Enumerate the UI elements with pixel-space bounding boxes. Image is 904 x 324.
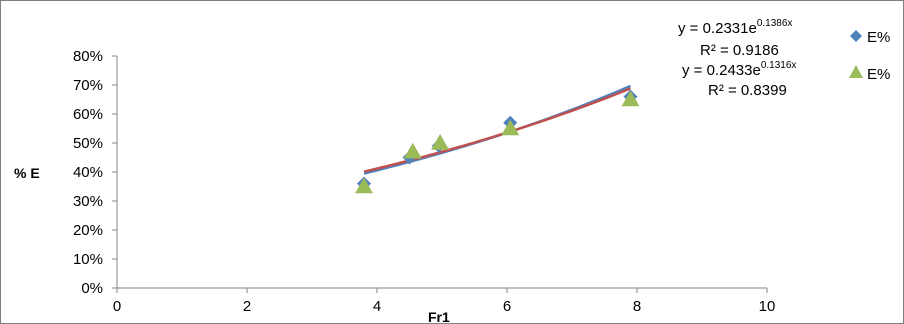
legend: E% E% <box>849 29 890 83</box>
trendline-2-r2: R² = 0.8399 <box>708 82 787 99</box>
y-tick-label: 70% <box>73 77 103 94</box>
legend-triangle-marker <box>849 65 863 78</box>
x-tick-label: 4 <box>373 298 381 315</box>
trendline-2-equation: y = 0.2433e0.1316x <box>682 60 796 79</box>
y-tick-label: 40% <box>73 164 103 181</box>
x-tick-label: 8 <box>633 298 641 315</box>
y-tick-label: 20% <box>73 222 103 239</box>
x-axis-title: Fr1 <box>428 309 450 324</box>
y-tick-label: 10% <box>73 251 103 268</box>
trendline-series-2 <box>363 87 631 173</box>
y-tick-label: 60% <box>73 106 103 123</box>
y-tick-label: 50% <box>73 135 103 152</box>
y-tick-label: 80% <box>73 48 103 65</box>
trendline-1-equation: y = 0.2331e0.1386x <box>678 18 792 37</box>
trendline-1-equation-base: y = 0.2331e <box>678 20 757 37</box>
x-tick-label: 2 <box>243 298 251 315</box>
data-point-triangle <box>431 134 450 150</box>
data-point-triangle <box>403 142 422 159</box>
data-points <box>355 89 640 194</box>
trendline-2-equation-exponent: 0.1316x <box>761 60 797 71</box>
trendline-2-equation-base: y = 0.2433e <box>682 62 761 79</box>
x-tick-labels: 0 2 4 6 8 10 <box>113 298 776 315</box>
trendline-1-equation-exponent: 0.1386x <box>757 18 793 29</box>
y-tick-label: 30% <box>73 193 103 210</box>
data-point-triangle <box>621 90 640 107</box>
legend-label-series-1: E% <box>867 29 890 46</box>
trendlines <box>363 84 631 175</box>
y-tick-labels: 0% 10% 20% 30% 40% 50% 60% 70% 80% <box>73 48 103 297</box>
trendline-series-1 <box>363 84 631 175</box>
legend-diamond-marker <box>850 30 862 42</box>
y-axis-title: % E <box>14 165 40 181</box>
legend-label-series-2: E% <box>867 66 890 83</box>
y-tick-label: 0% <box>81 280 103 297</box>
axes <box>112 55 768 293</box>
data-point-triangle <box>355 177 373 194</box>
trendline-1-r2: R² = 0.9186 <box>700 42 779 59</box>
x-tick-label: 6 <box>503 298 511 315</box>
x-tick-label: 0 <box>113 298 121 315</box>
x-tick-label: 10 <box>759 298 776 315</box>
data-point-triangle <box>501 119 520 136</box>
